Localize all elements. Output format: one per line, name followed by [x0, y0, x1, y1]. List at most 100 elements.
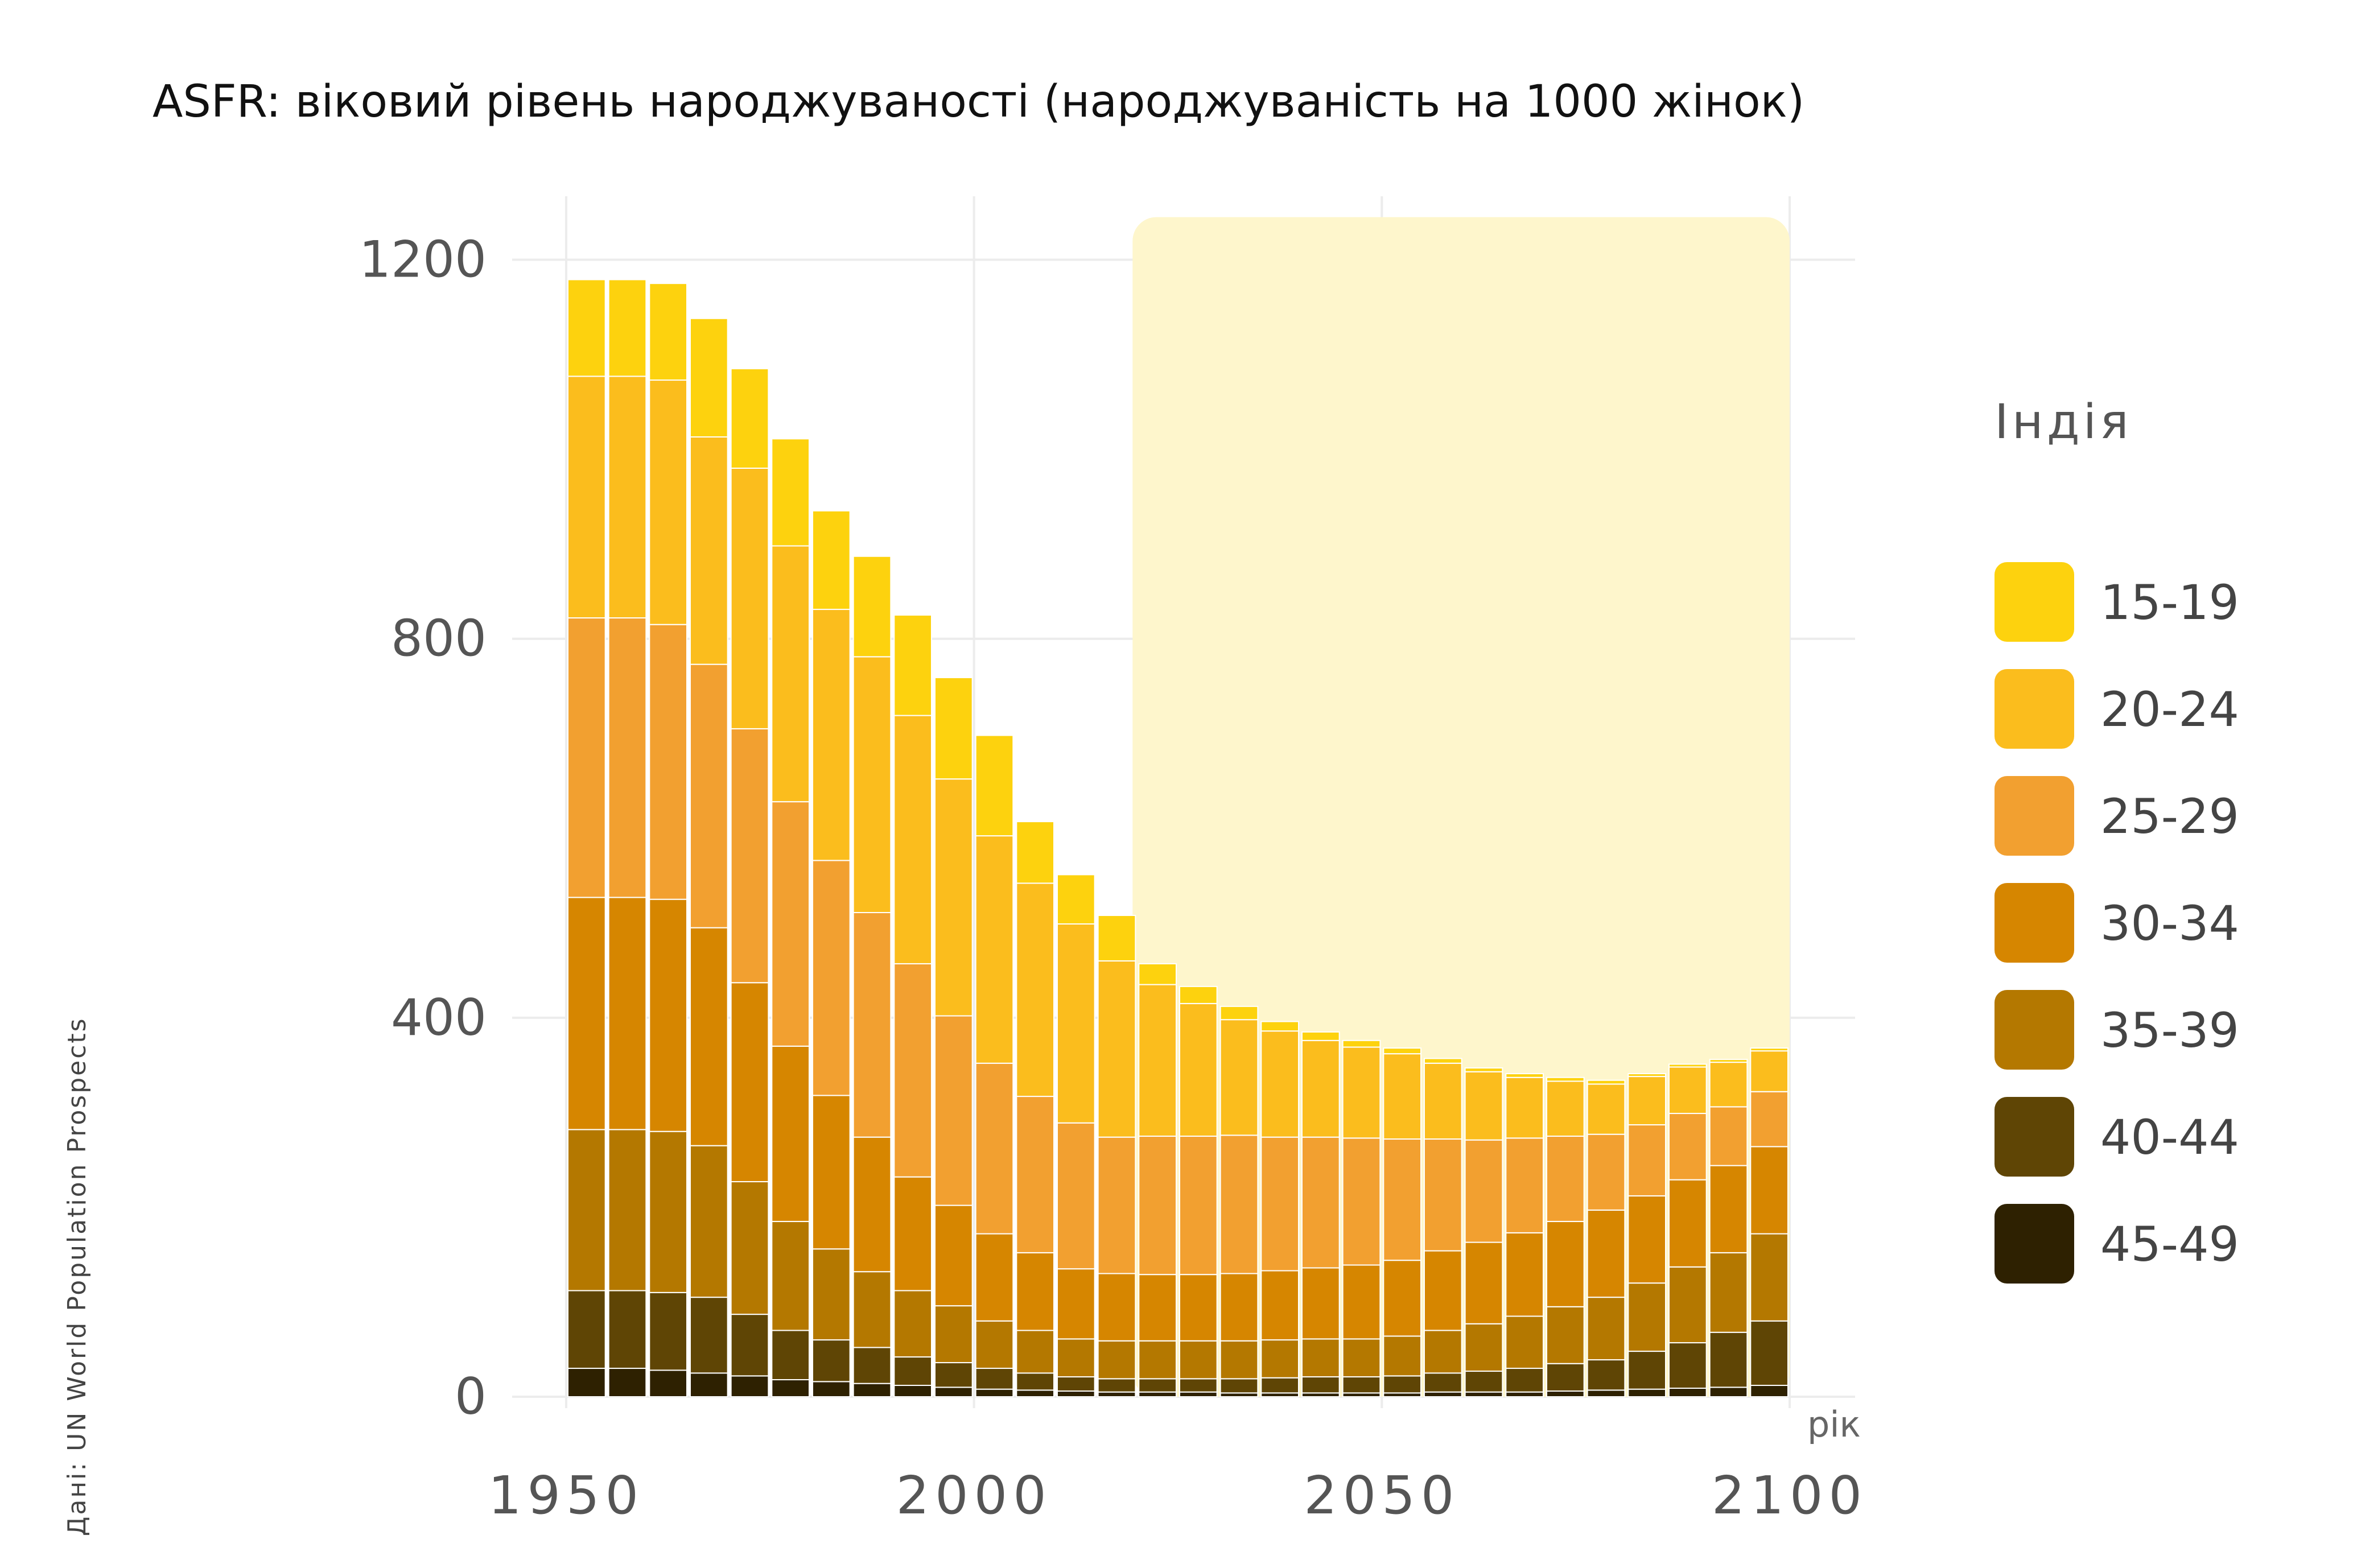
bar-1955-20-24: [608, 376, 647, 619]
bar-1990-25-29: [893, 963, 933, 1178]
bar-2090-35-39: [1709, 1252, 1748, 1333]
bar-2085-35-39: [1668, 1266, 1707, 1344]
chart-title: ASFR: віковий рівень народжуваності (нар…: [153, 76, 1804, 127]
bar-2055-35-39: [1424, 1330, 1462, 1374]
bars-layer: [567, 279, 1789, 1398]
bar-1965-40-44: [690, 1297, 728, 1374]
bar-1970-30-34: [730, 982, 769, 1182]
bar-1955-35-39: [608, 1129, 647, 1291]
bar-2025-40-44: [1179, 1378, 1218, 1393]
bar-2030-35-39: [1219, 1340, 1259, 1380]
bar-2040-40-44: [1301, 1376, 1340, 1394]
bar-2000-40-44: [975, 1368, 1014, 1390]
bar-2085-45-49: [1668, 1388, 1707, 1397]
bar-2020-45-49: [1138, 1391, 1177, 1398]
bar-1950-20-24: [567, 376, 606, 619]
bar-1950-45-49: [567, 1368, 606, 1398]
bar-1955-40-44: [608, 1290, 647, 1369]
bar-2070-20-24: [1546, 1080, 1585, 1137]
bar-2005-30-34: [1016, 1252, 1055, 1331]
bar-1950-30-34: [567, 897, 606, 1130]
legend-title: Індія: [1995, 394, 2132, 449]
bar-2050-35-39: [1383, 1335, 1421, 1377]
bar-1950-40-44: [567, 1290, 606, 1369]
bar-1995-45-49: [934, 1387, 973, 1398]
bar-1985-20-24: [852, 656, 892, 913]
bar-2020-25-29: [1138, 1136, 1177, 1276]
bar-2055-40-44: [1424, 1372, 1462, 1393]
bar-1950-25-29: [567, 617, 606, 898]
bar-2010-25-29: [1057, 1122, 1095, 1270]
legend-swatch-25-29: [1995, 776, 2074, 856]
bar-2065-45-49: [1505, 1391, 1544, 1398]
bar-2015-15-19: [1097, 914, 1136, 962]
bar-2070-25-29: [1546, 1136, 1585, 1222]
bar-1960-30-34: [649, 898, 688, 1132]
bar-1975-45-49: [771, 1379, 810, 1398]
bar-2065-25-29: [1505, 1137, 1544, 1233]
bar-2005-35-39: [1016, 1330, 1055, 1374]
bar-1985-15-19: [852, 555, 892, 658]
bar-2005-15-19: [1016, 821, 1055, 884]
bar-2080-25-29: [1627, 1124, 1666, 1196]
bar-2040-20-24: [1301, 1039, 1340, 1138]
bar-2025-25-29: [1179, 1136, 1218, 1276]
bar-1990-35-39: [893, 1290, 933, 1358]
bar-2075-45-49: [1586, 1389, 1626, 1397]
bar-2095-45-49: [1750, 1385, 1789, 1397]
bar-2060-25-29: [1464, 1139, 1503, 1243]
y-tick-label-1: 400: [391, 988, 487, 1047]
bar-1970-35-39: [730, 1181, 769, 1315]
bar-2045-30-34: [1342, 1264, 1381, 1340]
bar-1985-40-44: [852, 1347, 892, 1384]
legend-label-20-24: 20-24: [2100, 682, 2239, 737]
bar-1955-15-19: [608, 279, 647, 377]
bar-2090-30-34: [1709, 1165, 1748, 1253]
bar-2025-35-39: [1179, 1340, 1218, 1380]
bar-1995-30-34: [934, 1204, 973, 1307]
bar-1995-40-44: [934, 1362, 973, 1388]
bar-2090-25-29: [1709, 1106, 1748, 1166]
bar-2045-40-44: [1342, 1376, 1381, 1394]
bar-2025-20-24: [1179, 1002, 1218, 1137]
bar-2050-40-44: [1383, 1375, 1421, 1394]
bar-2095-35-39: [1750, 1233, 1789, 1322]
x-tick-label-0: 1950: [488, 1465, 644, 1526]
bar-2075-30-34: [1586, 1209, 1626, 1298]
bar-1960-15-19: [649, 283, 688, 381]
bar-2080-40-44: [1627, 1351, 1666, 1390]
bar-2015-45-49: [1097, 1391, 1136, 1398]
bar-2065-20-24: [1505, 1076, 1544, 1139]
bar-2095-40-44: [1750, 1320, 1789, 1387]
bar-2010-35-39: [1057, 1338, 1095, 1378]
bar-2095-15-19: [1750, 1047, 1789, 1052]
legend: 15-19 20-24 25-29 30-34 35-39 40-44 45-49: [1995, 562, 2239, 1284]
bar-1955-30-34: [608, 897, 647, 1130]
bar-1950-35-39: [567, 1129, 606, 1291]
bar-1960-45-49: [649, 1369, 688, 1397]
bar-2010-15-19: [1057, 874, 1095, 925]
bar-1975-30-34: [771, 1045, 810, 1222]
bar-1990-45-49: [893, 1385, 933, 1397]
bar-2000-15-19: [975, 735, 1014, 837]
bar-2065-40-44: [1505, 1368, 1544, 1393]
bar-1960-35-39: [649, 1130, 688, 1293]
x-tick-label-1: 2000: [896, 1465, 1052, 1526]
bar-2010-30-34: [1057, 1268, 1095, 1340]
bar-2070-35-39: [1546, 1306, 1585, 1364]
bar-1970-15-19: [730, 368, 769, 469]
legend-label-45-49: 45-49: [2100, 1216, 2239, 1272]
bar-2075-20-24: [1586, 1083, 1626, 1135]
bar-2015-35-39: [1097, 1340, 1136, 1380]
legend-swatch-20-24: [1995, 669, 2074, 749]
x-tick-label-2: 2050: [1304, 1465, 1460, 1526]
bar-2085-25-29: [1668, 1113, 1707, 1181]
legend-swatch-45-49: [1995, 1204, 2074, 1284]
bar-2015-40-44: [1097, 1378, 1136, 1393]
bar-2035-40-44: [1260, 1377, 1299, 1394]
bar-2075-40-44: [1586, 1359, 1626, 1391]
bar-2050-15-19: [1383, 1047, 1421, 1055]
bar-1980-45-49: [812, 1381, 851, 1397]
bar-2055-45-49: [1424, 1391, 1462, 1398]
bar-2030-30-34: [1219, 1273, 1259, 1342]
